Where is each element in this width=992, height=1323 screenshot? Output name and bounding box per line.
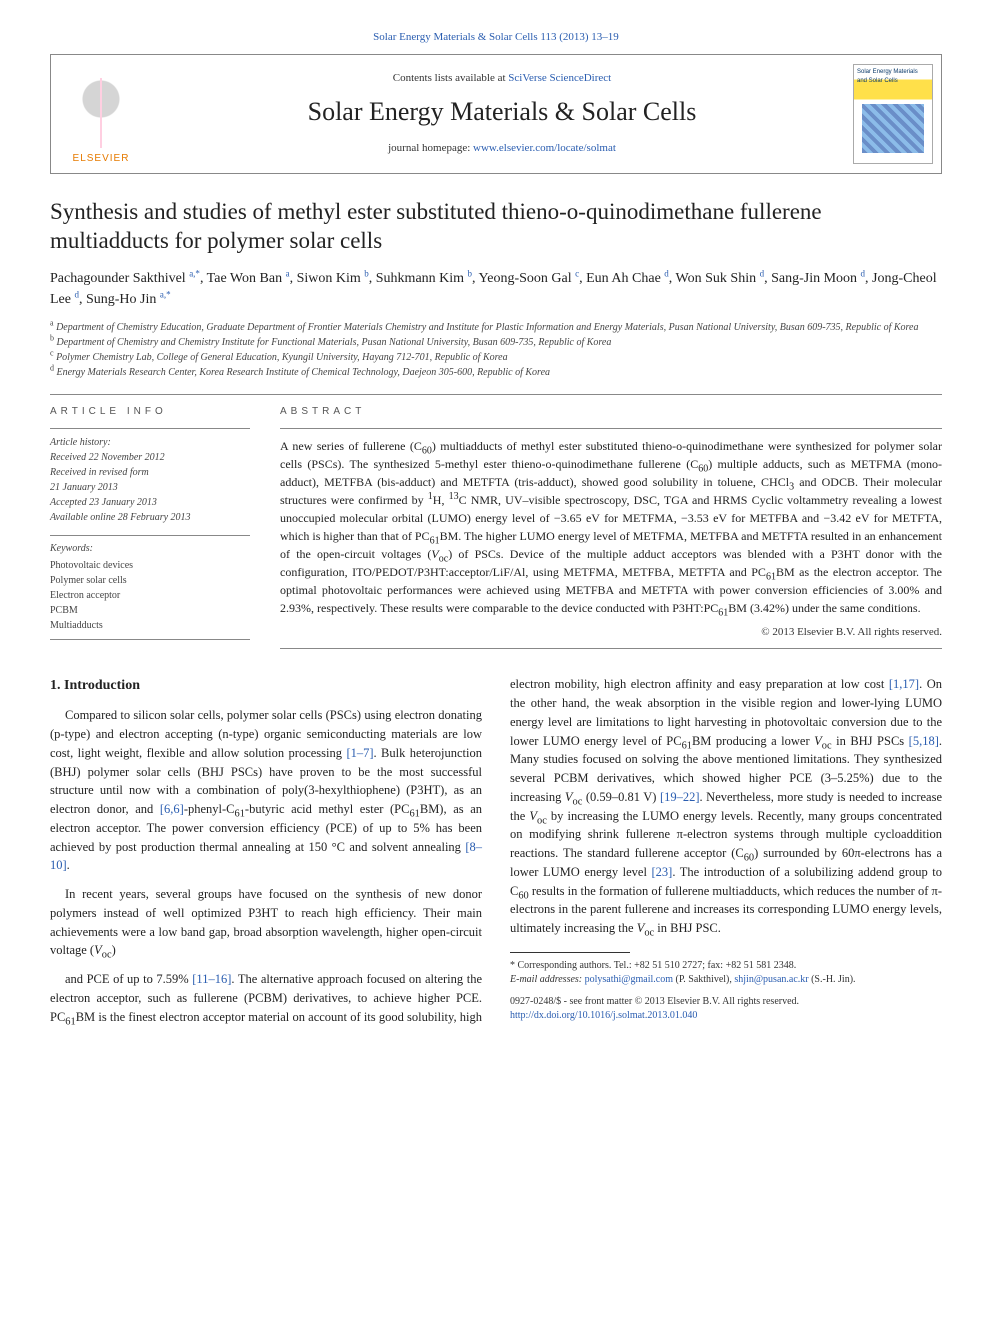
publisher-logo: ELSEVIER xyxy=(51,55,151,173)
corresponding-author: * Corresponding authors. Tel.: +82 51 51… xyxy=(510,959,942,973)
abstract-copyright: © 2013 Elsevier B.V. All rights reserved… xyxy=(280,625,942,641)
divider xyxy=(280,428,942,429)
running-head: Solar Energy Materials & Solar Cells 113… xyxy=(50,30,942,46)
divider xyxy=(50,535,250,536)
doi-line: http://dx.doi.org/10.1016/j.solmat.2013.… xyxy=(510,1009,942,1023)
journal-header: ELSEVIER Contents lists available at Sci… xyxy=(50,54,942,174)
affiliations: a Department of Chemistry Education, Gra… xyxy=(50,320,942,380)
doi-link[interactable]: http://dx.doi.org/10.1016/j.solmat.2013.… xyxy=(510,1010,697,1021)
journal-homepage: journal homepage: www.elsevier.com/locat… xyxy=(151,141,853,157)
journal-cover-thumb: Solar Energy Materials and Solar Cells xyxy=(853,64,933,164)
article-info-column: ARTICLE INFO Article history: Received 2… xyxy=(50,405,250,649)
issn-line: 0927-0248/$ - see front matter © 2013 El… xyxy=(510,995,942,1009)
divider xyxy=(280,648,942,649)
divider xyxy=(50,428,250,429)
email-line: E-mail addresses: polysathi@gmail.com (P… xyxy=(510,973,942,987)
keywords-list: Photovoltaic devicesPolymer solar cellsE… xyxy=(50,558,250,633)
homepage-link[interactable]: www.elsevier.com/locate/solmat xyxy=(473,142,616,154)
article-history: Article history: Received 22 November 20… xyxy=(50,435,250,525)
abstract-heading: ABSTRACT xyxy=(280,405,942,420)
emails: polysathi@gmail.com (P. Sakthivel), shji… xyxy=(585,974,856,985)
footnotes: * Corresponding authors. Tel.: +82 51 51… xyxy=(510,959,942,1023)
divider xyxy=(50,639,250,640)
contents-available: Contents lists available at SciVerse Sci… xyxy=(151,71,853,87)
author-list: Pachagounder Sakthivel a,*, Tae Won Ban … xyxy=(50,269,942,310)
elsevier-tree-icon xyxy=(71,78,131,148)
footnote-separator xyxy=(510,952,630,953)
body-text: 1. Introduction Compared to silicon sola… xyxy=(50,675,942,1026)
contents-prefix: Contents lists available at xyxy=(393,72,508,84)
sciencedirect-link[interactable]: SciVerse ScienceDirect xyxy=(508,72,611,84)
publisher-name: ELSEVIER xyxy=(73,152,130,167)
journal-name: Solar Energy Materials & Solar Cells xyxy=(151,93,853,131)
section-heading: 1. Introduction xyxy=(50,675,482,696)
info-abstract-row: ARTICLE INFO Article history: Received 2… xyxy=(50,405,942,649)
emails-label: E-mail addresses: xyxy=(510,974,582,985)
keywords-label: Keywords: xyxy=(50,542,250,557)
homepage-prefix: journal homepage: xyxy=(388,142,473,154)
article-title: Synthesis and studies of methyl ester su… xyxy=(50,198,942,256)
cover-title: Solar Energy Materials and Solar Cells xyxy=(857,69,918,84)
abstract-text: A new series of fullerene (C60) multiadd… xyxy=(280,437,942,617)
divider xyxy=(50,394,942,395)
running-head-link[interactable]: Solar Energy Materials & Solar Cells 113… xyxy=(373,31,619,43)
abstract-column: ABSTRACT A new series of fullerene (C60)… xyxy=(280,405,942,649)
article-info-heading: ARTICLE INFO xyxy=(50,405,250,420)
history-label: Article history: xyxy=(50,435,250,450)
